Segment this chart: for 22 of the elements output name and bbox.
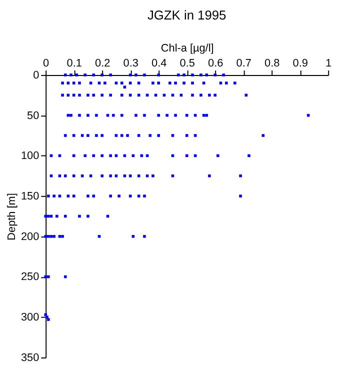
y-tick-label: 50 <box>27 110 40 122</box>
x-tick-label: 0.2 <box>95 58 110 70</box>
x-tick-label: 0.4 <box>152 58 167 70</box>
x-tick-label: 0 <box>43 58 50 70</box>
x-tick-label: 0.3 <box>123 58 138 70</box>
x-tick-label: 0.1 <box>66 58 82 70</box>
y-tick-label: 100 <box>20 150 40 162</box>
y-tick-label: 0 <box>33 69 40 82</box>
y-tick-label: 350 <box>20 352 40 364</box>
x-tick-label: 0.6 <box>208 58 224 70</box>
x-tick-label: 0.7 <box>236 58 252 70</box>
chart-title: JGZK in 1995 <box>147 7 226 22</box>
x-axis-title: Chl-a [µg/l] <box>160 42 214 55</box>
y-tick-label: 250 <box>20 271 40 284</box>
x-tick-label: 0.8 <box>264 58 280 70</box>
y-tick-label: 300 <box>20 312 40 324</box>
y-tick-label: 200 <box>20 230 40 243</box>
y-tick-label: 150 <box>20 190 40 203</box>
x-tick-label: 1 <box>326 58 332 70</box>
y-axis-title: Depth [m] <box>6 193 18 240</box>
x-tick-label: 0.5 <box>180 58 195 70</box>
x-tick-label: 0.9 <box>292 58 308 70</box>
